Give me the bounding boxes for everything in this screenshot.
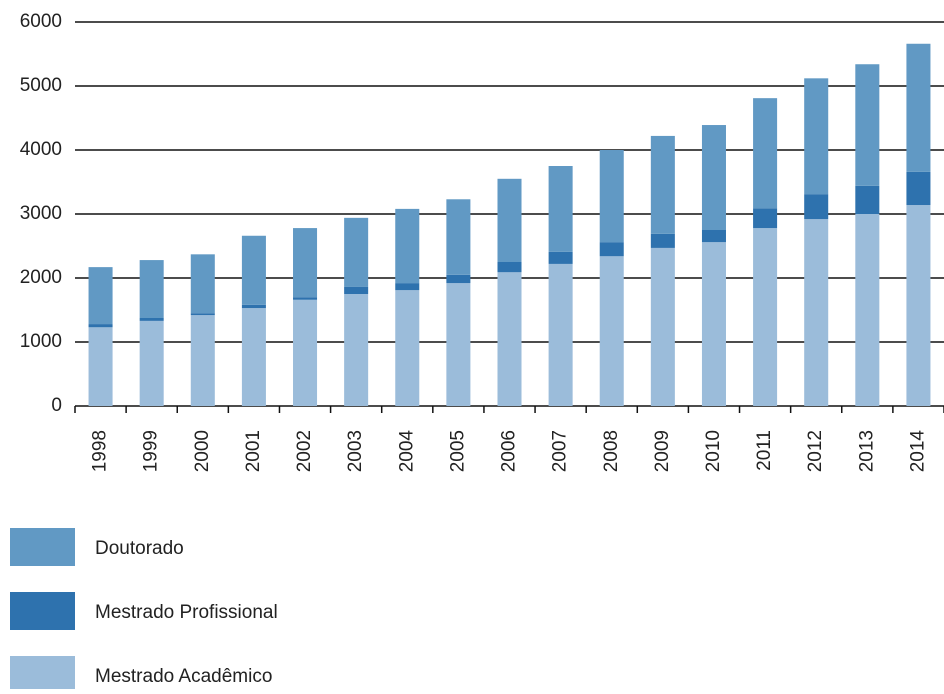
- bar-segment: [139, 320, 164, 406]
- x-tick-label: 1999: [141, 430, 162, 472]
- bar-segment: [497, 262, 522, 273]
- bar-segment: [344, 294, 369, 406]
- bar-segment: [395, 208, 420, 284]
- y-tick-label: 6000: [20, 11, 62, 32]
- bar-segment: [446, 199, 471, 275]
- x-tick-label: 2007: [550, 430, 571, 472]
- y-tick-label: 1000: [20, 331, 62, 352]
- bar-segment: [139, 260, 164, 318]
- bar-segment: [548, 166, 573, 252]
- bar-segment: [190, 254, 215, 314]
- bar-segment: [395, 283, 420, 291]
- x-tick-label: 2014: [907, 430, 928, 473]
- y-tick-label: 4000: [20, 139, 62, 160]
- y-tick-label: 0: [51, 395, 62, 416]
- bar-segment: [190, 315, 215, 406]
- bar-segment: [293, 228, 318, 298]
- y-tick-label: 2000: [20, 267, 62, 288]
- bar-segment: [446, 283, 471, 406]
- x-tick-label: 2006: [499, 430, 520, 472]
- bar-segment: [855, 185, 880, 214]
- bar-segment: [293, 297, 318, 300]
- x-tick-label: 2005: [447, 430, 468, 472]
- bar-segment: [701, 125, 726, 230]
- bar-segment: [88, 267, 113, 325]
- bar-segment: [497, 272, 522, 406]
- bar-segment: [241, 304, 266, 309]
- bar-segment: [190, 313, 215, 316]
- bar-segment: [241, 308, 266, 406]
- bar-segment: [855, 214, 880, 406]
- y-tick-label: 3000: [20, 203, 62, 224]
- bar-segment: [804, 194, 829, 220]
- legend-swatch: [10, 592, 75, 630]
- legend-label: Mestrado Acadêmico: [95, 666, 272, 687]
- bar-segment: [344, 217, 369, 287]
- legend-label: Doutorado: [95, 538, 184, 559]
- x-tick-label: 2013: [856, 430, 877, 472]
- bar-segment: [855, 64, 880, 186]
- bar-segment: [344, 286, 369, 294]
- y-tick-label: 5000: [20, 75, 62, 96]
- bar-segment: [906, 43, 931, 172]
- legend-swatch: [10, 528, 75, 566]
- bar-segment: [599, 256, 624, 406]
- bar-segment: [804, 219, 829, 406]
- bar-segment: [753, 98, 778, 209]
- bar-segment: [548, 251, 573, 264]
- bar-segment: [88, 327, 113, 406]
- bar-segment: [241, 235, 266, 305]
- bar-segment: [548, 263, 573, 406]
- bar-segment: [599, 150, 624, 243]
- bar-segment: [804, 78, 829, 195]
- x-tick-label: 2000: [192, 430, 213, 472]
- bar-segment: [753, 208, 778, 229]
- legend-label: Mestrado Profissional: [95, 602, 278, 623]
- x-tick-label: 2009: [652, 430, 673, 472]
- bar-segment: [906, 171, 931, 206]
- x-tick-label: 2011: [754, 430, 775, 471]
- bar-segment: [650, 135, 675, 234]
- bar-segment: [906, 205, 931, 406]
- bar-segment: [599, 242, 624, 257]
- x-tick-label: 2008: [601, 430, 622, 472]
- legend-swatch: [10, 656, 75, 694]
- bar-segment: [701, 242, 726, 406]
- x-tick-label: 2003: [345, 430, 366, 472]
- bar-segment: [701, 230, 726, 243]
- x-tick-label: 2002: [294, 430, 315, 472]
- bar-segment: [497, 178, 522, 262]
- bar-segment: [753, 228, 778, 406]
- bar-segment: [293, 299, 318, 406]
- bar-segment: [650, 247, 675, 406]
- bar-segment: [446, 274, 471, 284]
- x-tick-label: 2001: [243, 430, 264, 472]
- bar-segment: [650, 233, 675, 248]
- x-tick-label: 2004: [396, 430, 417, 473]
- x-tick-label: 1998: [90, 430, 111, 472]
- x-tick-label: 2012: [805, 430, 826, 472]
- x-tick-label: 2010: [703, 430, 724, 472]
- bar-segment: [395, 290, 420, 406]
- bar-segment: [88, 324, 113, 328]
- bar-segment: [139, 318, 164, 321]
